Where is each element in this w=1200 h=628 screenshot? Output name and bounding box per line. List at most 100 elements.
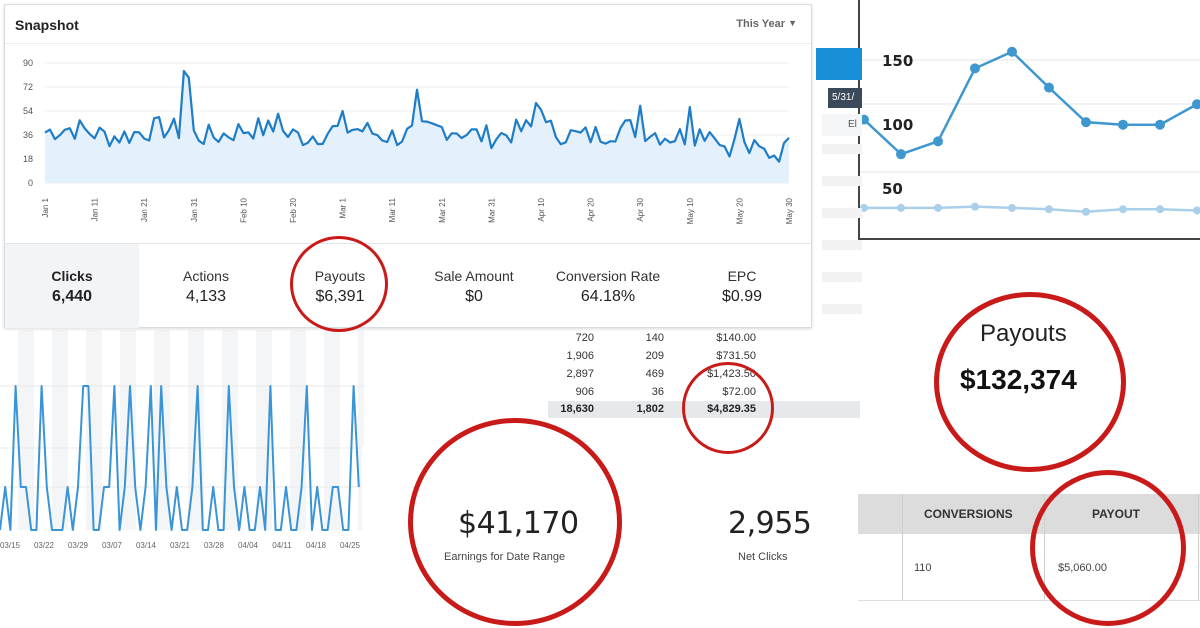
chart-area-fill	[45, 71, 789, 183]
rt-y-tick-150: 150	[882, 52, 914, 70]
table-row: 1,906 209 $731.50	[548, 348, 860, 365]
x-tick-label: 03/14	[136, 541, 157, 550]
table-row	[822, 208, 862, 218]
net-clicks-value: 2,955	[728, 506, 812, 541]
column-divider	[1198, 494, 1199, 600]
table-row: 2,897 469 $1,423.50	[548, 366, 860, 383]
grid-band	[52, 330, 68, 530]
column-header-payout[interactable]: PAYOUT	[1092, 507, 1141, 521]
stat-clicks[interactable]: Clicks 6,440	[5, 244, 139, 328]
snapshot-title: Snapshot	[15, 17, 79, 33]
snapshot-card: Snapshot This Year ▼ 90 72 54 36 18 0 Jan 1 Jan…	[4, 4, 812, 328]
upper-series-point	[1192, 99, 1200, 110]
upper-series-point	[933, 136, 943, 147]
grid-band	[18, 330, 34, 530]
cell-payout: $1,423.50	[707, 368, 756, 380]
upper-series-point	[1007, 46, 1017, 57]
lower-series-point	[934, 203, 942, 212]
cell-conversions: 110	[914, 562, 932, 574]
total-clicks: 18,630	[560, 403, 594, 415]
table-row	[822, 144, 862, 154]
report-header-bar	[816, 48, 862, 80]
x-tick-label: 03/15	[0, 541, 21, 550]
series-line	[44, 69, 790, 163]
lower-series-point	[1193, 206, 1200, 215]
stat-value: 6,440	[51, 288, 93, 305]
x-tick-label: Jan 11	[91, 197, 100, 221]
date-chip[interactable]: 5/31/	[828, 88, 862, 108]
x-tick-label: Mar 11	[388, 197, 397, 222]
upper-series-point	[970, 63, 980, 74]
column-header-conversions[interactable]: CONVERSIONS	[924, 507, 1013, 521]
x-tick-label: Mar 31	[487, 197, 496, 222]
x-tick-label: 04/18	[306, 541, 327, 550]
column-divider	[1044, 494, 1045, 600]
stat-value: $0.99	[721, 288, 763, 305]
x-tick-label: Mar 21	[438, 197, 447, 222]
lower-series-line	[864, 205, 1198, 214]
x-tick-label: May 30	[785, 197, 794, 224]
stat-actions[interactable]: Actions 4,133	[139, 244, 273, 328]
y-tick-label: 0	[28, 178, 33, 188]
table-row	[822, 176, 862, 186]
stat-sale-amount[interactable]: Sale Amount $0	[407, 244, 541, 328]
payouts-total-label: Payouts	[980, 320, 1067, 347]
stat-epc[interactable]: EPC $0.99	[675, 244, 809, 328]
table-total-row: 18,630 1,802 $4,829.35	[548, 401, 860, 418]
divider	[5, 43, 811, 44]
upper-series-point	[860, 114, 869, 125]
upper-series-point	[1118, 119, 1128, 130]
upper-series-point	[896, 149, 906, 160]
cell-payout: $731.50	[716, 350, 756, 362]
lower-series-point	[1082, 207, 1090, 216]
lower-series-point	[971, 202, 979, 211]
cell-actions: 36	[651, 386, 664, 398]
x-tick-label: Mar 1	[339, 197, 348, 218]
lower-series-point	[1156, 205, 1164, 214]
upper-series-point	[1044, 82, 1054, 93]
x-tick-label: 04/11	[272, 541, 292, 550]
table-header: CONVERSIONS PAYOUT	[858, 494, 1200, 534]
cell-actions: 209	[645, 350, 664, 362]
x-tick-label: Jan 21	[140, 197, 149, 222]
x-tick-label: May 20	[735, 197, 744, 224]
y-tick-label: 90	[23, 58, 33, 68]
stat-value: 64.18%	[580, 288, 636, 305]
cell-payout: $72.00	[722, 386, 756, 398]
stat-label: Conversion Rate	[555, 268, 661, 284]
lower-series-point	[860, 203, 868, 212]
stat-payouts[interactable]: Payouts $6,391	[273, 244, 407, 328]
stat-label: Payouts	[314, 268, 366, 284]
spike-series-line	[0, 385, 360, 531]
rt-y-tick-100: 100	[882, 116, 914, 134]
total-actions: 1,802	[636, 403, 664, 415]
x-tick-label: 03/29	[68, 541, 89, 550]
cell-clicks: 1,906	[566, 350, 594, 362]
x-tick-label: Apr 10	[537, 197, 546, 221]
payouts-line-chart-plot	[860, 46, 1200, 216]
x-tick-label: Apr 30	[636, 197, 645, 221]
table-row	[822, 304, 862, 314]
stat-value: $6,391	[315, 288, 365, 305]
table-column-header: El	[822, 114, 862, 136]
stat-label: Actions	[183, 268, 229, 284]
cell-actions: 469	[645, 368, 664, 380]
payouts-total-value: $132,374	[960, 364, 1077, 395]
net-clicks-label: Net Clicks	[738, 551, 788, 563]
clicks-spike-chart: 03/15 03/22 03/29 03/07 03/14 03/21 03/28 04/04…	[0, 330, 374, 560]
rt-y-tick-50: 50	[882, 180, 903, 198]
lower-series-point	[897, 203, 905, 212]
earnings-numbers-table: 720 140 $140.00 1,906 209 $731.50 2,897 …	[548, 330, 860, 420]
stat-label: EPC	[727, 268, 757, 284]
caret-down-icon[interactable]: ▼	[788, 18, 797, 28]
y-tick-label: 18	[23, 154, 33, 164]
y-tick-label: 36	[23, 130, 33, 140]
table-row	[822, 240, 862, 250]
grid-band	[324, 330, 340, 530]
snapshot-line-chart: 90 72 54 36 18 0 Jan 1 Jan 11 Jan 21 Jan 31 Feb 10…	[23, 58, 794, 224]
total-payout: $4,829.35	[707, 403, 756, 415]
stat-conversion-rate[interactable]: Conversion Rate 64.18%	[541, 244, 675, 328]
period-dropdown[interactable]: This Year	[736, 18, 785, 30]
x-tick-label: May 10	[686, 197, 695, 224]
table-row: 110 $5,060.00	[858, 534, 1200, 601]
